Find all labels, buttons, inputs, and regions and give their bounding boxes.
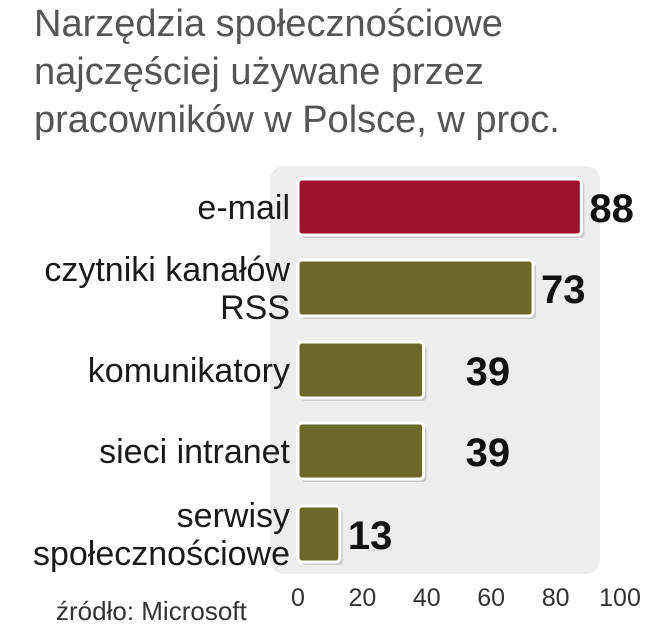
bar bbox=[296, 504, 342, 564]
bar bbox=[296, 340, 426, 400]
x-tick-label: 100 bbox=[599, 584, 641, 612]
x-tick-label: 60 bbox=[477, 584, 505, 612]
source-note: źródło: Microsoft bbox=[56, 596, 247, 626]
x-tick-label: 80 bbox=[542, 584, 570, 612]
value-label: 39 bbox=[466, 431, 511, 475]
value-label: 73 bbox=[541, 268, 586, 312]
chart-title-line-2: najczęściej używane przez bbox=[34, 51, 484, 93]
chart-title-line-3: pracowników w Polsce, w proc. bbox=[34, 99, 560, 141]
value-label: 39 bbox=[466, 350, 511, 394]
chart-title: Narzędzia społecznościowe najczęściej uż… bbox=[34, 0, 634, 144]
bar bbox=[296, 421, 426, 481]
category-label: sieci intranet bbox=[99, 433, 290, 471]
x-tick-label: 0 bbox=[291, 584, 305, 612]
category-label: serwisy bbox=[177, 497, 290, 535]
chart-title-line-1: Narzędzia społecznościowe bbox=[34, 3, 503, 45]
x-tick-label: 40 bbox=[413, 584, 441, 612]
value-label: 13 bbox=[348, 514, 393, 558]
bar bbox=[296, 177, 583, 237]
category-label: e-mail bbox=[197, 189, 290, 227]
category-label: RSS bbox=[220, 289, 290, 327]
bar bbox=[296, 258, 535, 318]
category-label: komunikatory bbox=[88, 352, 290, 390]
x-tick-label: 20 bbox=[348, 584, 376, 612]
category-label: czytniki kanałów bbox=[44, 251, 290, 289]
value-label: 88 bbox=[589, 187, 634, 231]
category-label: społecznościowe bbox=[33, 535, 290, 573]
